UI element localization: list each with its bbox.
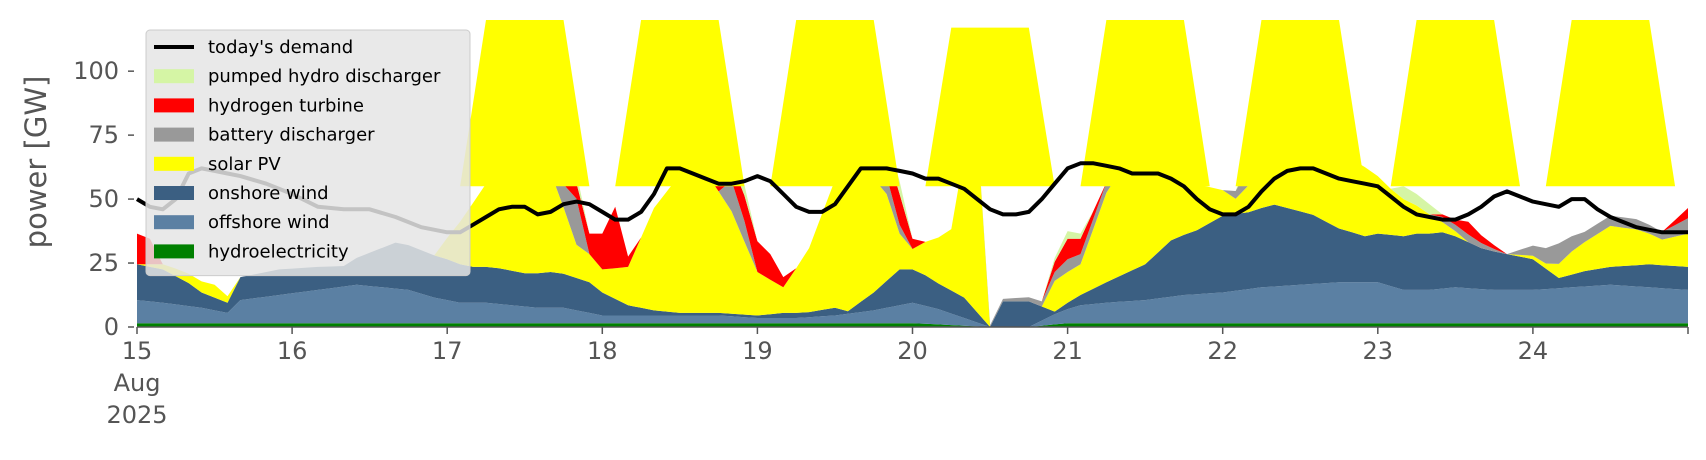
solar-peak-day-23 <box>1390 20 1520 187</box>
y-tick-label: 50 <box>88 185 119 213</box>
solar-peak-day-20 <box>925 27 1055 187</box>
legend-swatch <box>154 244 194 259</box>
x-tick-label: 17 <box>432 337 463 365</box>
y-axis-title: power [GW] <box>19 76 53 249</box>
x-tick-label: 22 <box>1207 337 1238 365</box>
legend-swatch <box>154 156 194 171</box>
legend-swatch <box>154 127 194 142</box>
legend-label: hydrogen turbine <box>208 95 364 116</box>
legend-swatch <box>154 98 194 113</box>
x-tick-label: 18 <box>587 337 618 365</box>
x-tick-label: 23 <box>1363 337 1394 365</box>
legend-label: onshore wind <box>208 183 329 204</box>
legend-swatch <box>154 186 194 200</box>
legend-label: battery discharger <box>208 125 375 146</box>
legend-label: pumped hydro discharger <box>208 66 441 87</box>
legend-swatch <box>154 69 194 84</box>
solar-peak-day-17 <box>460 20 590 187</box>
x-tick-label: 24 <box>1518 337 1549 365</box>
solar-peak-day-22 <box>1235 20 1365 187</box>
y-tick-label: 100 <box>73 57 119 85</box>
legend-label: offshore wind <box>208 212 330 233</box>
solar-peak-layer <box>460 20 1676 187</box>
x-tick-label: 21 <box>1052 337 1083 365</box>
area-hydroelectricity <box>137 323 1688 327</box>
area-onshore-wind <box>137 204 1688 327</box>
legend-box <box>145 29 471 277</box>
legend-swatch <box>154 215 194 230</box>
y-tick-label: 25 <box>88 249 119 277</box>
x-tick-label: Aug <box>114 369 161 397</box>
legend-label: today's demand <box>208 37 353 58</box>
x-tick-label: 16 <box>277 337 308 365</box>
x-tick-label: 2025 <box>106 401 167 429</box>
y-tick-label: 0 <box>104 313 119 341</box>
solar-peak-day-18 <box>615 20 745 187</box>
solar-peak-day-24 <box>1545 20 1676 187</box>
x-tick-label: 19 <box>742 337 773 365</box>
legend-label: solar PV <box>208 154 281 175</box>
solar-peak-day-19 <box>770 20 900 187</box>
legend-label: hydroelectricity <box>208 241 349 262</box>
axes: 0 25 50 75 100 15 Aug 2025 16 17 18 19 20 21 22 23 24 <box>73 57 1689 429</box>
demand-line <box>135 161 1688 235</box>
x-tick-label: 20 <box>897 337 928 365</box>
solar-peak-day-21 <box>1080 20 1210 187</box>
legend: today's demand pumped hydro discharger hyd… <box>145 29 471 277</box>
x-tick-label: 15 <box>122 337 153 365</box>
area-offshore-wind <box>137 282 1688 327</box>
y-tick-label: 75 <box>88 121 119 149</box>
